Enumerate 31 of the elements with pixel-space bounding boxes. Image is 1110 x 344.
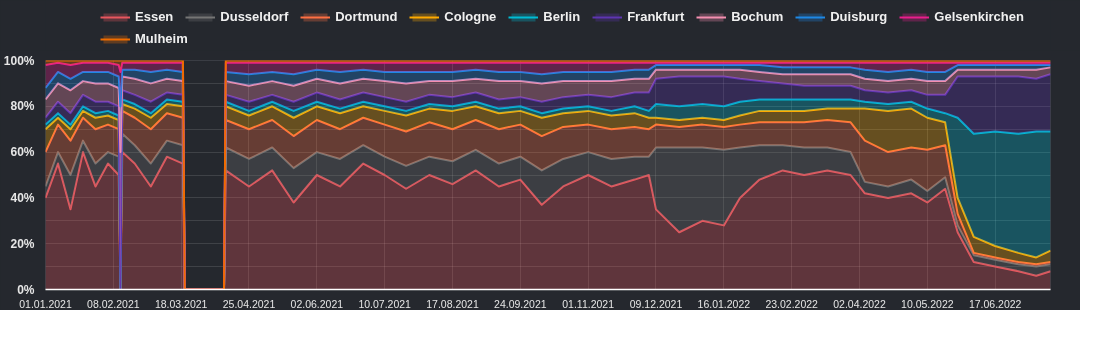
x-tick-label: 16.01.2022 (697, 297, 751, 310)
x-tick-label: 08.02.2021 (87, 297, 140, 310)
legend-label: Frankfurt (627, 9, 685, 24)
x-tick-label: 18.03.2021 (154, 297, 208, 310)
x-tick-label: 25.04.2021 (222, 297, 276, 310)
x-tick-label: 01.11.2021 (562, 297, 615, 310)
legend-label: Dusseldorf (220, 9, 289, 24)
x-tick-label: 23.02.2022 (765, 297, 819, 310)
legend-label: Gelsenkirchen (934, 9, 1024, 24)
x-tick-label: 02.06.2021 (290, 297, 344, 310)
legend-label: Essen (135, 9, 174, 24)
x-tick-label: 01.01.2021 (19, 297, 72, 310)
y-tick-label: 60% (10, 145, 35, 160)
y-tick-label: 100% (3, 53, 35, 68)
x-tick-label: 24.09.2021 (494, 297, 547, 310)
x-tick-label: 10.07.2021 (358, 297, 412, 310)
x-tick-label: 10.05.2022 (901, 297, 954, 310)
legend-label: Duisburg (830, 9, 888, 24)
y-tick-label: 40% (10, 190, 35, 205)
y-tick-label: 0% (17, 282, 35, 297)
legend-label: Mulheim (135, 31, 188, 46)
y-tick-label: 80% (10, 99, 35, 114)
legend-label: Bochum (731, 9, 784, 24)
x-tick-label: 17.08.2021 (426, 297, 479, 310)
y-tick-label: 20% (10, 236, 35, 251)
x-tick-label: 09.12.2021 (629, 297, 683, 310)
legend-label: Berlin (543, 9, 581, 24)
x-tick-label: 17.06.2022 (968, 297, 1022, 310)
legend-label: Cologne (444, 9, 497, 24)
legend-label: Dortmund (335, 9, 398, 24)
x-tick-label: 02.04.2022 (833, 297, 886, 310)
